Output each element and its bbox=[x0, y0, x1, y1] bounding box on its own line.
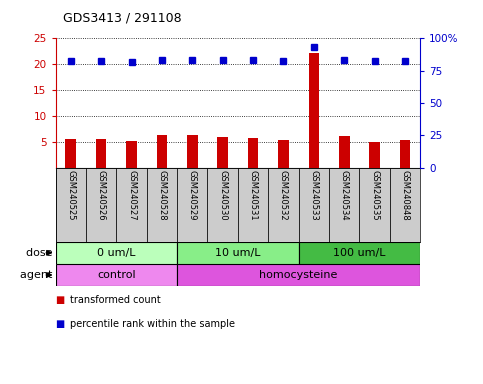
Bar bbox=[56, 242, 177, 264]
Text: GDS3413 / 291108: GDS3413 / 291108 bbox=[63, 12, 182, 25]
Bar bbox=[278, 140, 289, 168]
Text: GSM240848: GSM240848 bbox=[400, 170, 410, 221]
Text: GSM240533: GSM240533 bbox=[309, 170, 318, 221]
Bar bbox=[217, 137, 228, 168]
Text: 0 um/L: 0 um/L bbox=[97, 248, 136, 258]
Bar bbox=[248, 138, 258, 168]
Bar bbox=[268, 168, 298, 242]
Text: GSM240526: GSM240526 bbox=[97, 170, 106, 221]
Bar bbox=[56, 168, 86, 242]
Bar bbox=[187, 135, 198, 168]
Text: GSM240528: GSM240528 bbox=[157, 170, 167, 221]
Bar bbox=[177, 242, 298, 264]
Text: dose: dose bbox=[26, 248, 56, 258]
Bar bbox=[339, 136, 350, 168]
Text: homocysteine: homocysteine bbox=[259, 270, 338, 280]
Text: GSM240535: GSM240535 bbox=[370, 170, 379, 221]
Bar bbox=[156, 135, 167, 168]
Bar bbox=[56, 264, 177, 286]
Text: GSM240527: GSM240527 bbox=[127, 170, 136, 221]
Bar bbox=[369, 142, 380, 168]
Bar bbox=[329, 168, 359, 242]
Text: GSM240525: GSM240525 bbox=[66, 170, 75, 220]
Text: GSM240534: GSM240534 bbox=[340, 170, 349, 221]
Text: GSM240531: GSM240531 bbox=[249, 170, 257, 221]
Bar bbox=[177, 264, 420, 286]
Text: GSM240529: GSM240529 bbox=[188, 170, 197, 220]
Bar bbox=[208, 168, 238, 242]
Text: ■: ■ bbox=[56, 295, 65, 305]
Bar bbox=[359, 168, 390, 242]
Text: GSM240532: GSM240532 bbox=[279, 170, 288, 221]
Bar bbox=[126, 141, 137, 168]
Text: GSM240530: GSM240530 bbox=[218, 170, 227, 221]
Text: percentile rank within the sample: percentile rank within the sample bbox=[70, 319, 235, 329]
Bar bbox=[86, 168, 116, 242]
Text: transformed count: transformed count bbox=[70, 295, 161, 305]
Text: 100 um/L: 100 um/L bbox=[333, 248, 386, 258]
Text: control: control bbox=[97, 270, 136, 280]
Bar bbox=[400, 141, 411, 168]
Bar bbox=[298, 168, 329, 242]
Text: ■: ■ bbox=[56, 319, 65, 329]
Bar bbox=[390, 168, 420, 242]
Bar bbox=[65, 139, 76, 168]
Bar bbox=[298, 242, 420, 264]
Bar bbox=[238, 168, 268, 242]
Bar bbox=[147, 168, 177, 242]
Bar bbox=[177, 168, 208, 242]
Text: 10 um/L: 10 um/L bbox=[215, 248, 261, 258]
Bar bbox=[96, 139, 106, 168]
Bar bbox=[116, 168, 147, 242]
Bar bbox=[309, 53, 319, 168]
Text: agent: agent bbox=[20, 270, 56, 280]
